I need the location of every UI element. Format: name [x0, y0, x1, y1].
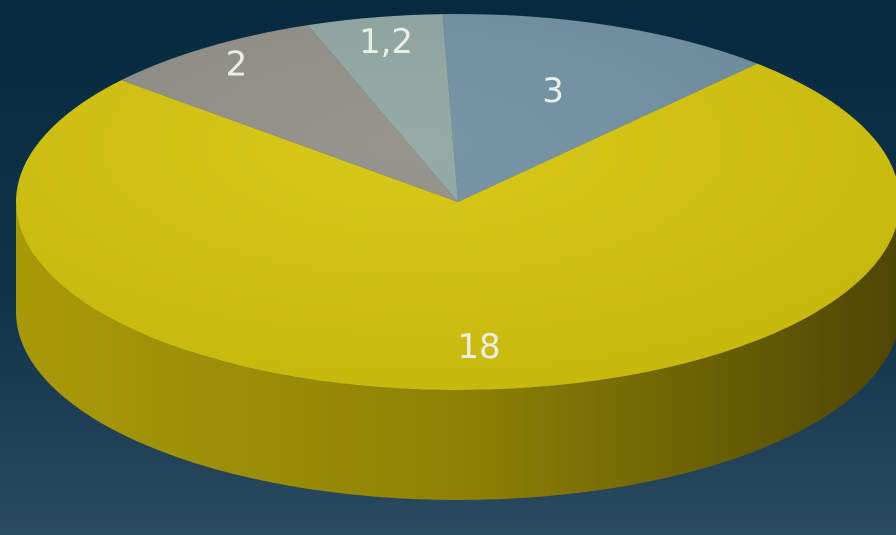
pie-slice-label-0: 3 — [542, 71, 564, 111]
pie-slice-label-2: 2 — [226, 45, 248, 85]
pie-slice-layer — [16, 14, 896, 390]
pie-side-layer — [16, 202, 896, 500]
pie-label-layer: 3 18 2 1,2 — [226, 22, 564, 367]
pie-slice-label-3: 1,2 — [359, 22, 413, 62]
pie-side-1 — [16, 202, 896, 500]
pie-slice-label-1: 18 — [457, 327, 500, 367]
pie-top-shading — [16, 14, 896, 390]
